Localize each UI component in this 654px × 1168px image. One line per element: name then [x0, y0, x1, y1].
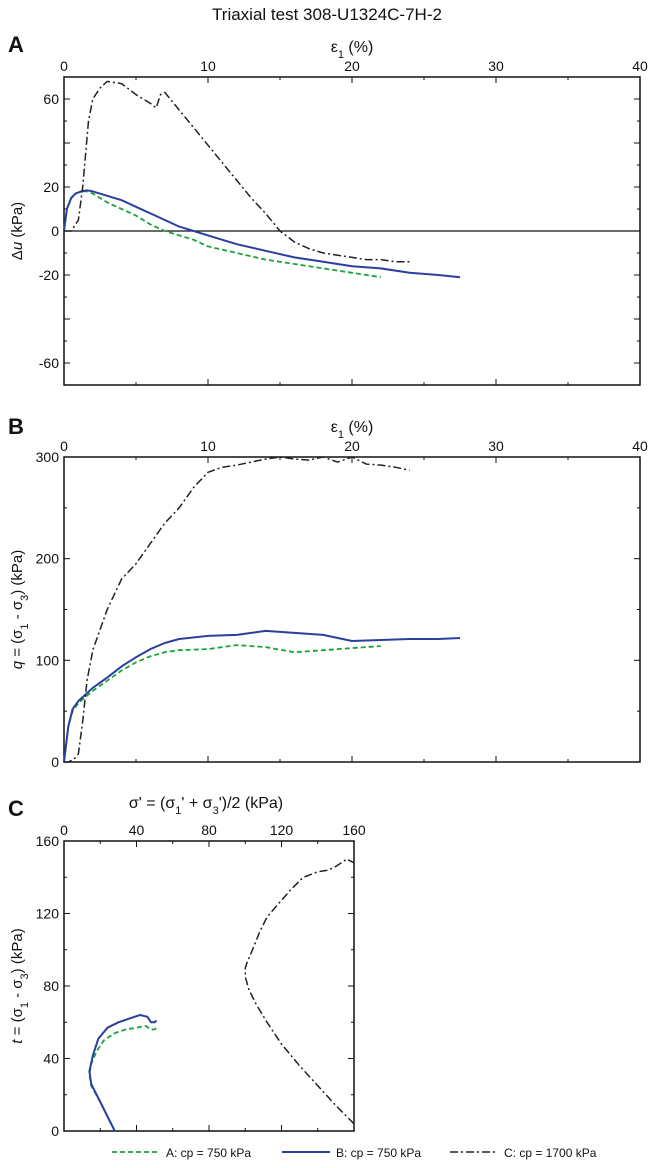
y-tick-label: 60 [43, 91, 59, 107]
label-fragment: ε [331, 419, 338, 436]
x-tick-label: 80 [201, 822, 217, 838]
y-tick-label: 0 [51, 223, 59, 239]
x-tick-label: 40 [632, 58, 648, 74]
label-fragment: ) (kPa) [9, 928, 26, 973]
series-line-c [244, 858, 355, 1125]
x-tick-label: 30 [488, 438, 504, 454]
label-fragment: q [9, 660, 26, 669]
series-line-b [88, 1014, 158, 1132]
x-tick-label: 40 [129, 822, 145, 838]
plot-frame [63, 456, 641, 763]
series-line-b [63, 629, 461, 763]
x-axis-label: ε1 (%) [331, 419, 374, 441]
series-line-b [63, 189, 461, 279]
legend-label-c: C: cp = 1700 kPa [504, 1146, 597, 1160]
label-fragment: (%) [344, 39, 373, 56]
x-tick-label: 30 [488, 58, 504, 74]
figure-title: Triaxial test 308-U1324C-7H-2 [212, 5, 442, 24]
label-fragment: 3 [213, 805, 219, 817]
y-tick-label: 160 [36, 833, 60, 849]
label-fragment: 3 [19, 595, 31, 601]
legend: A: cp = 750 kPa B: cp = 750 kPa C: cp = 17… [112, 1146, 597, 1160]
plot-frame [63, 840, 355, 1132]
y-tick-label: 0 [51, 1123, 59, 1139]
y-tick-label: 0 [51, 754, 59, 770]
y-axis-label: t = (σ1 - σ3) (kPa) [9, 928, 31, 1043]
x-tick-label: 10 [200, 438, 216, 454]
label-fragment: (%) [344, 419, 373, 436]
series-line-a [88, 1025, 158, 1132]
label-fragment: ε [331, 39, 338, 56]
label-fragment: ' + σ [181, 795, 212, 812]
label-fragment: = (σ [9, 1007, 26, 1039]
series-line-c [64, 80, 410, 263]
y-axis-label: Δu (kPa) [9, 202, 26, 260]
label-fragment: σ' = (σ [129, 795, 175, 812]
label-fragment: Δ [9, 250, 26, 260]
label-fragment: ')/2 (kPa) [219, 795, 283, 812]
y-tick-label: -20 [39, 267, 59, 283]
label-fragment: 1 [19, 1002, 31, 1008]
x-tick-label: 0 [60, 438, 68, 454]
label-fragment: - σ [9, 979, 26, 1002]
panel-a-excess-pore-pressure: A 0 10 20 30 40 60 20 0 -20 -60 ε1 (%) Δu (kPa) [8, 32, 648, 386]
label-fragment: u [9, 241, 26, 250]
y-tick-label: 100 [36, 652, 60, 668]
y-tick-label: 300 [36, 449, 60, 465]
label-fragment: (kPa) [9, 202, 26, 242]
x-tick-label: 120 [270, 822, 294, 838]
series-line-c [64, 456, 410, 763]
label-fragment: 1 [338, 49, 344, 61]
panel-letter: A [8, 32, 24, 57]
label-fragment: = (σ [9, 629, 26, 661]
x-axis-label: ε1 (%) [331, 39, 374, 61]
label-fragment: 1 [19, 623, 31, 629]
label-fragment: ) (kPa) [9, 550, 26, 595]
legend-label-a: A: cp = 750 kPa [166, 1146, 251, 1160]
y-tick-label: 200 [36, 551, 60, 567]
label-fragment: t [9, 1039, 26, 1044]
x-tick-label: 20 [344, 438, 360, 454]
x-tick-label: 10 [200, 58, 216, 74]
x-axis-label: σ' = (σ1' + σ3')/2 (kPa) [129, 795, 283, 817]
panel-letter: B [8, 414, 24, 439]
x-tick-label: 40 [632, 438, 648, 454]
x-tick-label: 20 [344, 58, 360, 74]
x-tick-label: 160 [342, 822, 366, 838]
legend-label-b: B: cp = 750 kPa [336, 1146, 421, 1160]
label-fragment: 3 [19, 973, 31, 979]
label-fragment: 1 [338, 429, 344, 441]
x-tick-label: 0 [60, 822, 68, 838]
x-tick-label: 0 [60, 58, 68, 74]
label-fragment: 1 [175, 805, 181, 817]
label-fragment: - σ [9, 600, 26, 623]
y-axis-label: q = (σ1 - σ3) (kPa) [9, 550, 31, 670]
y-tick-label: 40 [43, 1051, 59, 1067]
y-tick-label: 120 [36, 906, 60, 922]
y-tick-label: 20 [43, 179, 59, 195]
series-line-a [63, 644, 381, 763]
y-tick-label: -60 [39, 355, 59, 371]
y-tick-label: 80 [43, 978, 59, 994]
panel-letter: C [8, 796, 24, 821]
